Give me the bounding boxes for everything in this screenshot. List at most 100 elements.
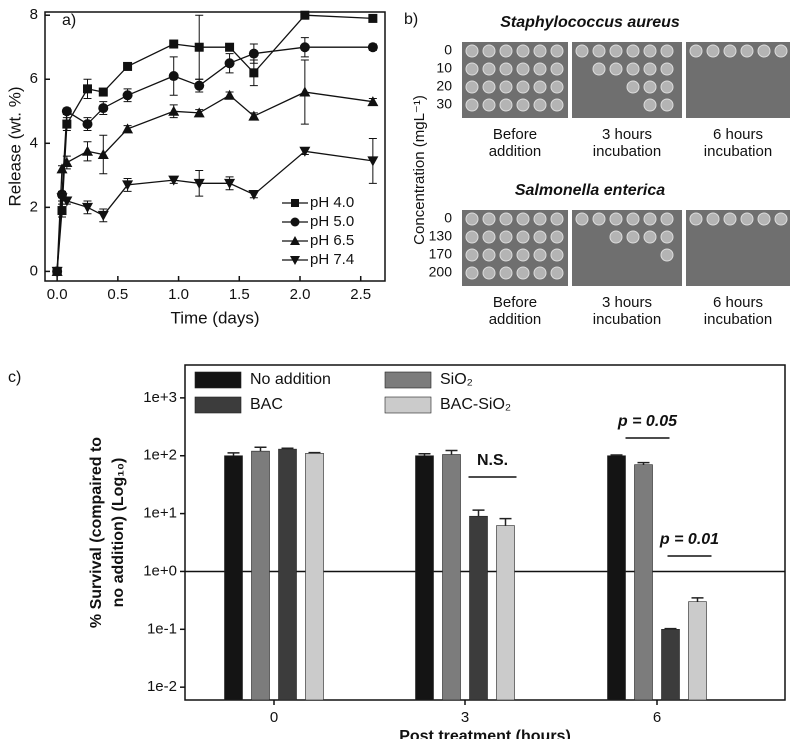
colony-spot — [465, 80, 479, 94]
legend-label: pH 4.0 — [310, 194, 354, 211]
annotation: N.S. — [477, 452, 508, 469]
panel-label: c) — [8, 369, 21, 386]
colony-spot — [499, 230, 513, 244]
x-tick-label: 1.5 — [229, 286, 250, 303]
colony-spot — [533, 248, 547, 262]
row-label: 0 — [444, 42, 452, 58]
error-bar — [610, 454, 623, 456]
colony-spot — [660, 230, 674, 244]
marker — [82, 119, 93, 130]
marker — [290, 236, 300, 245]
error-bar — [637, 461, 650, 465]
column-label: Before — [493, 294, 537, 311]
colony-spot — [609, 230, 623, 244]
error-bar — [472, 509, 485, 517]
panel-label: b) — [404, 11, 418, 28]
column-label: incubation — [593, 311, 661, 328]
marker — [168, 175, 180, 186]
colony-spot — [643, 44, 657, 58]
marker — [122, 90, 133, 101]
y-tick-label: 0 — [30, 262, 38, 279]
marker — [98, 103, 109, 114]
marker — [224, 89, 236, 100]
colony-spot — [643, 212, 657, 226]
colony-spot — [550, 248, 564, 262]
marker — [193, 107, 205, 118]
colony-spot — [482, 98, 496, 112]
colony-spot — [550, 80, 564, 94]
colony-spot — [660, 248, 674, 262]
series-line — [56, 14, 373, 272]
error-bar — [664, 627, 677, 630]
colony-spot — [533, 98, 547, 112]
legend-swatch — [194, 396, 242, 414]
colony-spot — [609, 62, 623, 76]
plate-title: Salmonella enterica — [515, 182, 665, 199]
x-tick-label: 3 — [461, 709, 469, 726]
column-label: 6 hours — [713, 294, 763, 311]
error-bar — [418, 453, 431, 456]
column-label: incubation — [704, 143, 772, 160]
y-tick-label: 2 — [30, 198, 38, 215]
colony-spot — [533, 266, 547, 280]
colony-spot — [550, 62, 564, 76]
column-label: 3 hours — [602, 294, 652, 311]
x-axis-label: Post treatment (hours) — [399, 728, 571, 739]
legend-label: pH 5.0 — [310, 213, 354, 230]
colony-spot — [533, 212, 547, 226]
error-bar — [308, 451, 321, 454]
legend-label: BAC — [250, 396, 283, 413]
y-tick-label: 1e+2 — [143, 447, 177, 464]
error-bar — [281, 447, 294, 450]
row-label: 10 — [436, 60, 452, 76]
colony-spot — [533, 62, 547, 76]
marker — [122, 180, 134, 191]
colony-spot — [499, 212, 513, 226]
bar — [251, 450, 270, 701]
marker — [122, 123, 134, 134]
colony-spot — [774, 44, 788, 58]
annotation: p = 0.01 — [659, 531, 719, 548]
column-label: 3 hours — [602, 126, 652, 143]
marker — [83, 84, 92, 94]
marker — [224, 178, 236, 189]
legend-label: SiO₂ — [440, 371, 473, 388]
colony-spot — [482, 230, 496, 244]
marker — [299, 86, 311, 97]
marker — [97, 149, 109, 160]
colony-spot — [465, 230, 479, 244]
marker — [248, 110, 260, 121]
marker — [299, 146, 311, 157]
marker — [61, 106, 72, 117]
colony-spot — [609, 44, 623, 58]
bar — [415, 455, 434, 701]
panel-label: a) — [62, 12, 76, 29]
colony-spot — [533, 44, 547, 58]
colony-spot — [774, 212, 788, 226]
column-label: addition — [489, 143, 542, 160]
plate — [686, 42, 790, 118]
colony-spot — [550, 266, 564, 280]
colony-spot — [550, 98, 564, 112]
colony-spot — [516, 230, 530, 244]
bar — [224, 455, 243, 701]
bar — [634, 464, 653, 701]
colony-spot — [626, 62, 640, 76]
y-tick-label: 1e+3 — [143, 389, 177, 406]
colony-spot — [499, 80, 513, 94]
legend-label: pH 6.5 — [310, 232, 354, 249]
plate-title: Staphylococcus aureus — [500, 14, 680, 31]
marker — [62, 119, 72, 129]
column-label: addition — [489, 311, 542, 328]
colony-spot — [660, 98, 674, 112]
legend-label: pH 7.4 — [310, 251, 354, 268]
y-tick-label: 8 — [30, 6, 38, 23]
legend-swatch — [194, 371, 242, 389]
plate — [462, 210, 568, 286]
colony-spot — [609, 212, 623, 226]
colony-spot — [660, 62, 674, 76]
marker — [299, 42, 310, 53]
row-label: 0 — [444, 210, 452, 226]
marker — [290, 256, 300, 265]
colony-spot — [740, 44, 754, 58]
